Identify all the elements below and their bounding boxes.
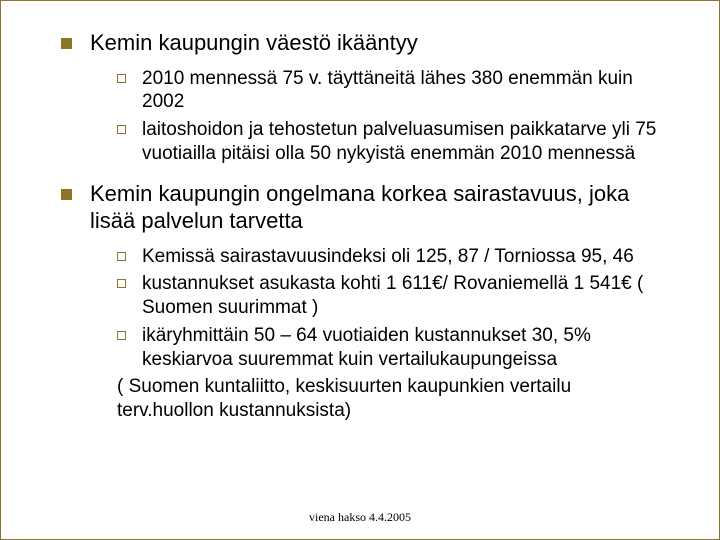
hollow-square-bullet-icon — [117, 125, 126, 134]
square-bullet-icon — [61, 38, 72, 49]
hollow-square-bullet-icon — [117, 331, 126, 340]
slide-footer: viena hakso 4.4.2005 — [1, 510, 719, 525]
bullet-level2: kustannukset asukasta kohti 1 611€/ Rova… — [117, 272, 659, 320]
slide: Kemin kaupungin väestö ikääntyy 2010 men… — [0, 0, 720, 540]
level2-text: ikäryhmittäin 50 – 64 vuotiaiden kustann… — [142, 324, 659, 372]
hollow-square-bullet-icon — [117, 279, 126, 288]
level2-text: laitoshoidon ja tehostetun palveluasumis… — [142, 118, 659, 166]
level2-group: Kemissä sairastavuusindeksi oli 125, 87 … — [117, 245, 659, 372]
level2-text: kustannukset asukasta kohti 1 611€/ Rova… — [142, 272, 659, 320]
bullet-level2: 2010 mennessä 75 v. täyttäneitä lähes 38… — [117, 67, 659, 115]
trailer-text: ( Suomen kuntaliitto, keskisuurten kaupu… — [117, 375, 659, 423]
level2-text: 2010 mennessä 75 v. täyttäneitä lähes 38… — [142, 67, 659, 115]
bullet-level1: Kemin kaupungin väestö ikääntyy — [61, 29, 659, 57]
bullet-level2: ikäryhmittäin 50 – 64 vuotiaiden kustann… — [117, 324, 659, 372]
hollow-square-bullet-icon — [117, 252, 126, 261]
hollow-square-bullet-icon — [117, 74, 126, 83]
bullet-level2: Kemissä sairastavuusindeksi oli 125, 87 … — [117, 245, 659, 269]
level1-text: Kemin kaupungin ongelmana korkea sairast… — [90, 180, 659, 235]
level1-text: Kemin kaupungin väestö ikääntyy — [90, 29, 418, 57]
square-bullet-icon — [61, 189, 72, 200]
slide-content: Kemin kaupungin väestö ikääntyy 2010 men… — [1, 1, 719, 423]
bullet-level1: Kemin kaupungin ongelmana korkea sairast… — [61, 180, 659, 235]
level2-group: 2010 mennessä 75 v. täyttäneitä lähes 38… — [117, 67, 659, 166]
bullet-level2: laitoshoidon ja tehostetun palveluasumis… — [117, 118, 659, 166]
level2-text: Kemissä sairastavuusindeksi oli 125, 87 … — [142, 245, 634, 269]
